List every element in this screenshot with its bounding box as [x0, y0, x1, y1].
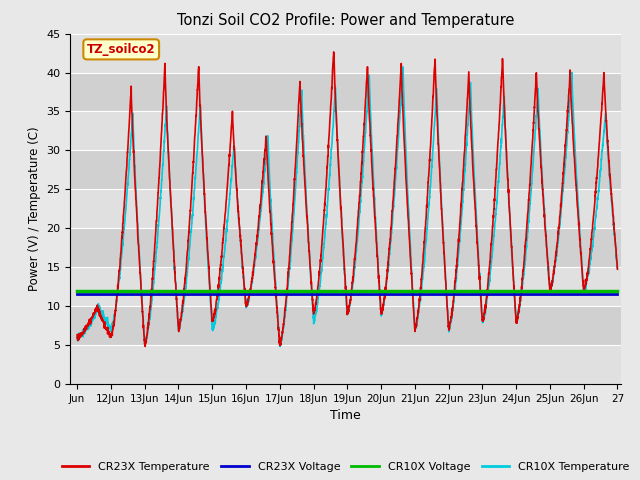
Y-axis label: Power (V) / Temperature (C): Power (V) / Temperature (C)	[28, 127, 41, 291]
Text: TZ_soilco2: TZ_soilco2	[87, 43, 156, 56]
Bar	[70, 267, 621, 306]
Bar	[70, 72, 621, 111]
Bar	[70, 228, 621, 267]
Bar	[70, 189, 621, 228]
Bar	[70, 345, 621, 384]
Bar	[70, 34, 621, 72]
Bar	[70, 111, 621, 150]
Title: Tonzi Soil CO2 Profile: Power and Temperature: Tonzi Soil CO2 Profile: Power and Temper…	[177, 13, 515, 28]
Bar	[70, 150, 621, 189]
X-axis label: Time: Time	[330, 409, 361, 422]
Bar	[70, 306, 621, 345]
Legend: CR23X Temperature, CR23X Voltage, CR10X Voltage, CR10X Temperature: CR23X Temperature, CR23X Voltage, CR10X …	[57, 457, 634, 477]
